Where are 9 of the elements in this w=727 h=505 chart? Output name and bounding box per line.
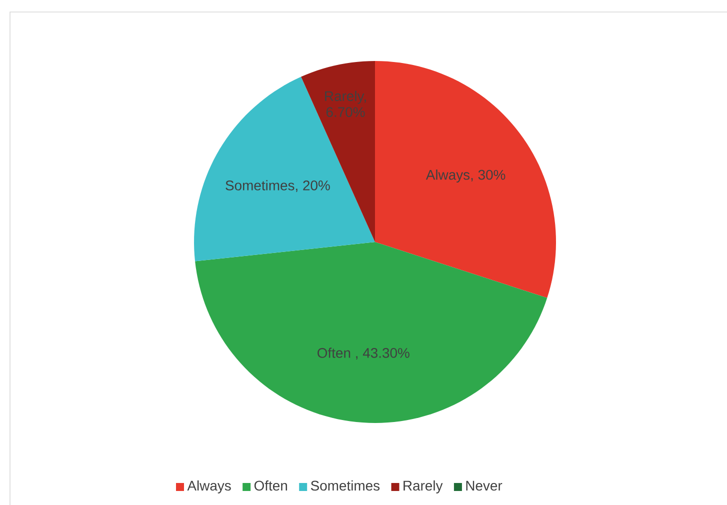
data-label: Always, 30% [426, 170, 506, 183]
data-label: Rarely, 6.70% [325, 90, 366, 118]
legend-label: Never [466, 480, 502, 491]
data-label: Sometimes, 20% [226, 180, 330, 192]
legend-label: Sometimes [310, 480, 380, 491]
legend-label: Rarely [404, 480, 443, 494]
data-label: Often , 43.30% [318, 348, 410, 360]
legend-label: Often [254, 480, 288, 491]
legend-label: Always [187, 480, 231, 494]
